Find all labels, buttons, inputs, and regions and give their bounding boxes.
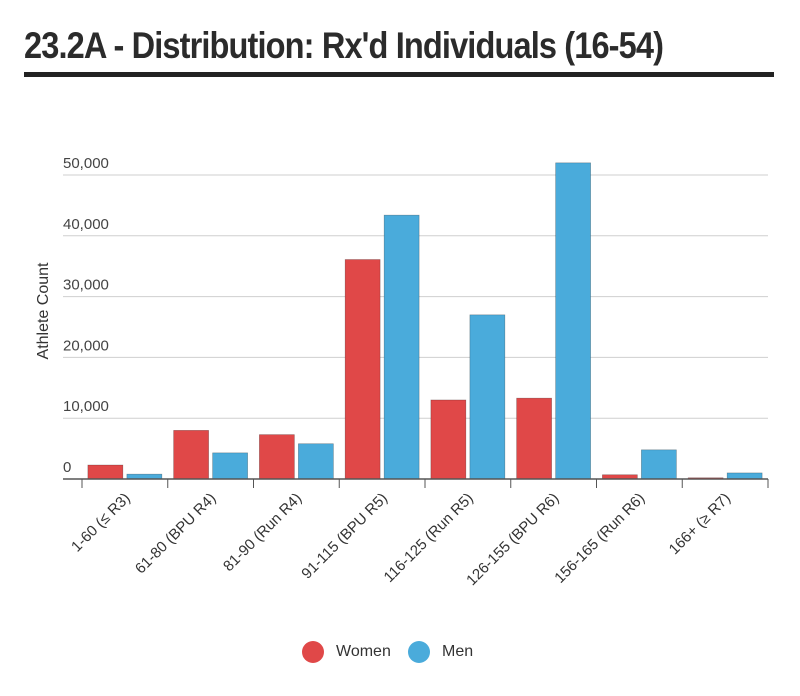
legend-swatch [408,641,430,663]
x-tick-label: 81-90 (Run R4) [220,490,305,575]
chart-title: 23.2A - Distribution: Rx'd Individuals (… [24,25,664,66]
y-tick-label: 30,000 [63,277,109,294]
bar-women [173,430,209,480]
y-tick-label: 10,000 [63,398,109,415]
title-underline [24,72,774,77]
bar-men [383,214,420,480]
x-tick-label: 61-80 (BPU R4) [132,490,219,577]
bars [87,162,763,480]
y-tick-label: 20,000 [63,337,109,354]
x-tick-label: 1-60 (≤ R3) [68,490,134,556]
legend-item-men[interactable]: Men [408,641,473,663]
y-tick-label: 40,000 [63,216,109,233]
y-tick-label: 0 [63,459,71,476]
bar-men [469,314,506,480]
bar-women [344,259,381,480]
legend-item-women[interactable]: Women [302,641,391,663]
x-tick-label: 91-115 (BPU R5) [298,490,391,583]
bar-women [516,397,552,480]
legend: Women Men [0,641,800,667]
bar-men [298,443,334,480]
bar-women [87,464,124,480]
legend-label: Men [442,643,474,660]
legend-swatch [302,641,324,663]
bar-men [555,162,591,480]
bar-women [259,434,295,480]
x-axis-tick-labels: 1-60 (≤ R3)61-80 (BPU R4) 81-90 (Run R4)9… [68,490,734,589]
x-tick-label: 156-165 (Run R6) [551,490,648,587]
x-axis [63,478,769,488]
y-axis-label: Athlete Count [35,262,52,360]
bar-women [430,399,467,480]
bar-men [212,452,248,480]
legend-label: Women [336,643,391,660]
x-tick-label: 126-155 (BPU R6) [463,490,562,589]
y-axis-ticks: 0 10,000 20,000 30,000 40,000 50,000 [63,155,109,476]
y-tick-label: 50,000 [63,155,109,172]
bar-men [726,472,763,480]
bar-men [641,449,677,480]
x-tick-label: 116-125 (Run R5) [381,490,477,586]
x-tick-label: 166+ (≥ R7) [666,490,734,558]
